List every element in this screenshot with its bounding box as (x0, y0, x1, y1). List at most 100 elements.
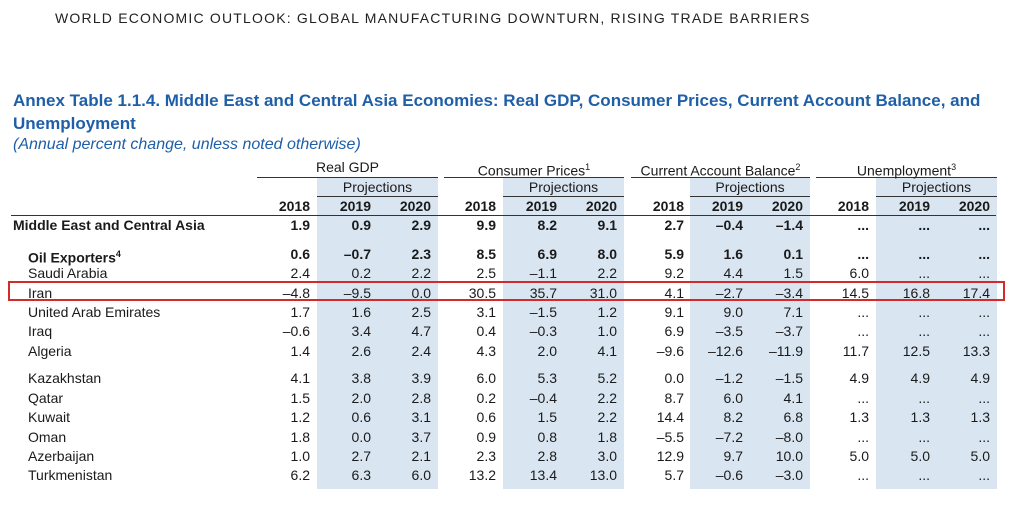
group-header-label: Unemployment (856, 162, 952, 179)
table-cell: ... (978, 304, 990, 320)
table-title: Annex Table 1.1.4. Middle East and Centr… (13, 91, 981, 133)
table-cell: 2.2 (597, 265, 617, 281)
table-cell: 5.7 (664, 467, 684, 483)
table-cell: 1.6 (723, 246, 743, 262)
group-header: Unemployment3 (816, 158, 997, 179)
row-label-text: Iran (28, 285, 53, 301)
row-label-text: Kazakhstan (28, 370, 102, 386)
group-footnote-marker: 2 (795, 162, 801, 172)
table-cell: –9.5 (343, 285, 371, 301)
table-cell: 0.6 (476, 409, 496, 425)
table-cell: 2.9 (411, 217, 431, 233)
table-cell: 0.2 (476, 390, 496, 406)
table-cell: 4.1 (664, 285, 684, 301)
projection-shade (378, 178, 438, 489)
table-cell: 31.0 (589, 285, 617, 301)
table-cell: 3.0 (597, 448, 617, 464)
table-cell: –1.5 (529, 304, 557, 320)
row-label: Saudi Arabia (28, 264, 107, 283)
projection-shade (876, 178, 937, 489)
projection-shade (503, 178, 564, 489)
table-cell: –1.1 (529, 265, 557, 281)
row-label-text: Saudi Arabia (28, 265, 108, 281)
row-label-text: Iraq (28, 323, 53, 339)
table-cell: ... (978, 467, 990, 483)
table-cell: 4.9 (970, 370, 990, 386)
table-cell: –1.5 (775, 370, 803, 386)
table-cell: 1.4 (290, 343, 310, 359)
table-cell: 1.3 (849, 409, 869, 425)
row-label: Kuwait (28, 408, 70, 427)
table-cell: ... (918, 390, 930, 406)
projection-shade (690, 178, 750, 489)
year-header: 2019 (339, 198, 371, 214)
table-cell: –0.4 (529, 390, 557, 406)
table-cell: 9.7 (723, 448, 743, 464)
table-cell: 1.9 (290, 217, 310, 233)
table-cell: 5.0 (849, 448, 869, 464)
table-cell: –3.5 (715, 323, 743, 339)
table-cell: 0.9 (351, 217, 371, 233)
table-cell: 2.3 (411, 246, 431, 262)
table-row: Iran –4.8 –9.5 0.0 30.5 35.7 31.0 4.1 –2.7 –3.4 14… (0, 284, 1015, 303)
table-cell: 2.5 (476, 265, 496, 281)
table-cell: 3.9 (411, 370, 431, 386)
row-label-text: Middle East and Central Asia (13, 217, 205, 233)
table-cell: –1.2 (715, 370, 743, 386)
row-label: Azerbaijan (28, 447, 94, 466)
table-cell: 4.1 (597, 343, 617, 359)
table-cell: 0.8 (537, 429, 557, 445)
group-header: Real GDP (257, 158, 438, 178)
group-header-label: Real GDP (315, 159, 380, 175)
table-cell: 5.2 (597, 370, 617, 386)
table-cell: 6.9 (537, 246, 557, 262)
table-cell: 2.0 (351, 390, 371, 406)
table-cell: 1.8 (597, 429, 617, 445)
table-cell: 1.0 (597, 323, 617, 339)
table-cell: 10.0 (775, 448, 803, 464)
year-header: 2018 (652, 198, 684, 214)
table-cell: 2.4 (411, 343, 431, 359)
table-cell: –1.4 (775, 217, 803, 233)
table-cell: 2.2 (411, 265, 431, 281)
table-cell: 4.9 (910, 370, 930, 386)
group-header-label: Consumer Prices (477, 162, 586, 179)
table-cell: 6.0 (411, 467, 431, 483)
table-cell: 6.0 (476, 370, 496, 386)
table-cell: 2.8 (411, 390, 431, 406)
table-cell: ... (918, 323, 930, 339)
table-cell: 9.0 (723, 304, 743, 320)
table-cell: 0.0 (664, 370, 684, 386)
table-cell: 2.7 (351, 448, 371, 464)
table-cell: 2.1 (411, 448, 431, 464)
row-label: Middle East and Central Asia (13, 216, 205, 235)
table-cell: –0.6 (715, 467, 743, 483)
projection-shade (564, 178, 624, 489)
row-label: Oil Exporters4 (28, 245, 121, 268)
group-footnote-marker: 3 (951, 162, 957, 172)
table-cell: 6.9 (664, 323, 684, 339)
row-label: Oman (28, 428, 66, 447)
row-label-text: Oil Exporters (28, 249, 116, 266)
table-row: Oil Exporters4 0.6 –0.7 2.3 8.5 6.9 8.0 5.9 1.6 0… (0, 245, 1015, 266)
table-row: Iraq –0.6 3.4 4.7 0.4 –0.3 1.0 6.9 –3.5 –3.7.....… (0, 322, 1015, 341)
table-cell: –0.7 (343, 246, 371, 262)
table-row: Kuwait 1.2 0.6 3.1 0.6 1.5 2.2 14.4 8.2 6.8 1.3 1.3… (0, 408, 1015, 427)
group-header-label: Current Account Balance (640, 162, 796, 179)
row-label-text: Algeria (28, 343, 72, 359)
table-cell: 0.4 (476, 323, 496, 339)
table-cell: ... (978, 246, 990, 262)
table-cell: 4.9 (849, 370, 869, 386)
table-cell: ... (978, 323, 990, 339)
table-cell: 35.7 (529, 285, 557, 301)
table-cell: 11.7 (842, 343, 869, 359)
table-cell: 12.5 (902, 343, 930, 359)
projections-header: Projections (503, 178, 624, 197)
projections-header: Projections (690, 178, 810, 197)
table-cell: ... (918, 429, 930, 445)
table-cell: ... (978, 265, 990, 281)
table-cell: 2.2 (597, 409, 617, 425)
row-label: Iraq (28, 322, 52, 341)
table-cell: 9.1 (664, 304, 684, 320)
table-cell: 4.3 (476, 343, 496, 359)
